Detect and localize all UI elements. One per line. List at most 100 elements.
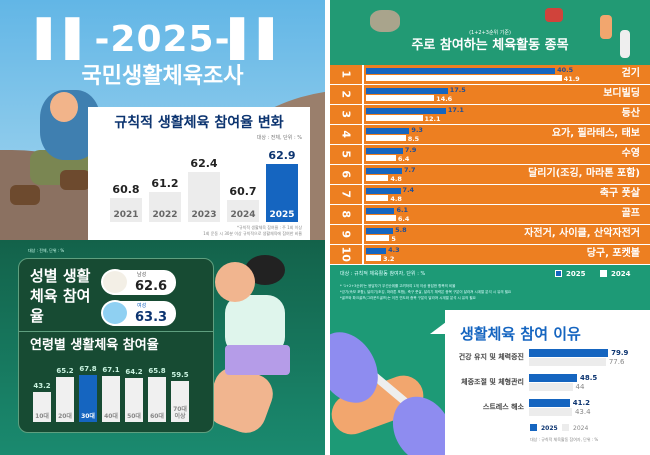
bar-2025 — [366, 128, 410, 134]
reason-value-2024: 44 — [575, 383, 585, 391]
age-value: 43.2 — [33, 382, 51, 391]
legend-swatch-2025 — [555, 270, 562, 277]
reasons-legend-2025-label: 2025 — [541, 425, 558, 432]
reason-bar-2025 — [529, 374, 577, 382]
activity-label: 당구, 포켓볼 — [586, 248, 640, 259]
main-title: 국민생활체육조사 — [81, 64, 244, 89]
year-label: 2024 — [230, 210, 256, 220]
value-2025: 7.4 — [402, 186, 415, 194]
year-label: 2021 — [113, 210, 139, 220]
value-2025: 40.5 — [557, 66, 574, 74]
age-label: 30대 — [81, 413, 95, 420]
hiking-rock-illustration — [370, 10, 400, 32]
runner-head-illustration — [215, 262, 255, 302]
runner-small-illustration — [620, 30, 630, 58]
age-label: 10대 — [35, 413, 49, 420]
bar-2024 — [366, 75, 562, 81]
rank-separator — [362, 165, 364, 184]
reasons-card — [445, 310, 650, 455]
value-2025: 7.7 — [403, 166, 416, 174]
reason-bar-2024 — [529, 408, 572, 416]
runner-skirt-illustration — [225, 345, 290, 375]
activity-label: 골프 — [621, 208, 640, 219]
ranking-row: 7 축구 풋살 7.4 4.8 — [330, 185, 650, 204]
ranking-row: 4 요가, 필라테스, 태보 9.3 8.5 — [330, 125, 650, 144]
reason-value-2025: 79.9 — [611, 349, 629, 357]
hiker-head-illustration — [50, 92, 78, 122]
ranking-row: 9 자전거, 사이클, 산악자전거 5.8 5 — [330, 225, 650, 244]
age-label: 60대 — [150, 413, 164, 420]
value-2024: 5 — [391, 234, 396, 243]
value-2025: 17.1 — [447, 106, 464, 114]
value-2024: 6.4 — [397, 154, 410, 163]
year-bar — [149, 191, 181, 222]
pushup-illustration — [545, 8, 563, 22]
bar-2025 — [366, 108, 446, 114]
rank-separator — [362, 125, 364, 144]
speech-tail — [430, 322, 446, 334]
age-value: 67.8 — [79, 365, 97, 374]
year-value: 62.4 — [190, 157, 218, 171]
reason-bar-2025 — [529, 399, 570, 407]
age-label: 50대 — [127, 413, 141, 420]
bar-2025 — [366, 148, 403, 154]
yearly-chart-card: 규칙적 생활체육 참여율 변화 대상 : 전체, 단위 : % 2021 60.8… — [88, 107, 310, 242]
legend-swatch-2024 — [562, 424, 569, 431]
age-value: 67.1 — [102, 365, 120, 374]
value-2025: 6.1 — [396, 206, 408, 214]
value-2024: 14.6 — [436, 94, 453, 103]
footnote: *골프와 파크골프(그라운드골프)는 이전 연도와 종목 구분이 달라져 시계열… — [340, 296, 476, 300]
age-bar — [148, 376, 166, 422]
rank-separator — [362, 185, 364, 204]
ranking-title: 주로 참여하는 체육활동 종목 — [411, 38, 569, 53]
right-panel: (1+2+3순위 기준) 주로 참여하는 체육활동 종목 1 걷기 40.5 41.9… — [330, 0, 650, 455]
reason-label: 체중조절 및 체형관리 — [461, 378, 524, 386]
ranking-footer — [330, 265, 650, 313]
rank-separator — [362, 205, 364, 224]
reason-value-2024: 77.6 — [608, 358, 625, 366]
ranking-row: 2 보디빌딩 17.5 14.6 — [330, 85, 650, 104]
legend-swatch-2025 — [530, 424, 537, 431]
year-bar — [227, 199, 259, 222]
reasons-legend-2025: 2025 — [530, 424, 558, 433]
activity-label: 수영 — [621, 148, 640, 159]
value-2024: 6.4 — [397, 214, 410, 223]
year-value: 61.2 — [151, 176, 179, 190]
rank-separator — [362, 225, 364, 244]
age-chart-title: 연령별 생활체육 참여율 — [30, 338, 159, 353]
ranking-subtitle: (1+2+3순위 기준) — [469, 30, 511, 36]
age-bar — [33, 392, 51, 422]
reason-bar-2024 — [529, 383, 573, 391]
footnote: *걷기(속보 포함), 달리기(조깅, 마라톤 포함), 축구 풋살, 달리기 … — [340, 290, 512, 294]
yearly-chart-unit: 대상 : 전체, 단위 : % — [256, 135, 302, 141]
value-2025: 17.5 — [449, 86, 466, 94]
bar-2024 — [366, 255, 381, 261]
value-2024: 12.1 — [424, 114, 441, 123]
age-value: 64.2 — [125, 367, 143, 376]
male-label: 남성 — [137, 272, 147, 278]
year-value: 60.8 — [112, 183, 140, 196]
value-2024: 4.8 — [390, 174, 402, 183]
year-bar — [110, 198, 142, 222]
ranking-row: 6 달리기(조깅, 마라톤 포함) 7.7 4.8 — [330, 165, 650, 184]
bar-2025 — [366, 188, 401, 194]
value-2025: 9.3 — [411, 126, 423, 134]
yearly-note-2: 1회 운동 시 30분 이상 규칙적으로 생활체육에 참여한 비율 — [203, 231, 302, 236]
bar-2024 — [366, 215, 396, 221]
age-bar-chart: 10대 43.2 20대 65.2 30대 67.8 40대 67.1 50대 64.2 60대 65… — [33, 365, 189, 422]
bar-2025 — [366, 248, 387, 254]
ranking-chart: 1 걷기 40.5 41.9 2 보디빌딩 17.5 14.6 3 등산 17.1 12.1 4 요가, … — [330, 65, 650, 265]
age-bar — [56, 377, 74, 422]
reason-bar-2025 — [529, 349, 609, 357]
reason-value-2025: 41.2 — [572, 399, 591, 407]
age-label: 40대 — [104, 413, 118, 420]
year-value: 60.7 — [229, 184, 257, 198]
reason-bar-2024 — [529, 358, 606, 366]
gender-unit: 대상 : 전체, 단위 : % — [28, 248, 65, 253]
activity-label: 요가, 필라테스, 태보 — [551, 128, 640, 139]
bar-2025 — [366, 228, 394, 234]
reasons-bar-chart: 건강 유지 및 체력증진 79.9 77.6 체중조절 및 체형관리 48.5 44 스트레… — [330, 0, 650, 455]
activity-label: 걷기 — [621, 68, 640, 79]
footnote: * '1+2+3순위'는 응답자가 우선순위를 고려하여 1개 이상 응답한 항… — [340, 284, 456, 288]
age-bar — [171, 380, 189, 422]
